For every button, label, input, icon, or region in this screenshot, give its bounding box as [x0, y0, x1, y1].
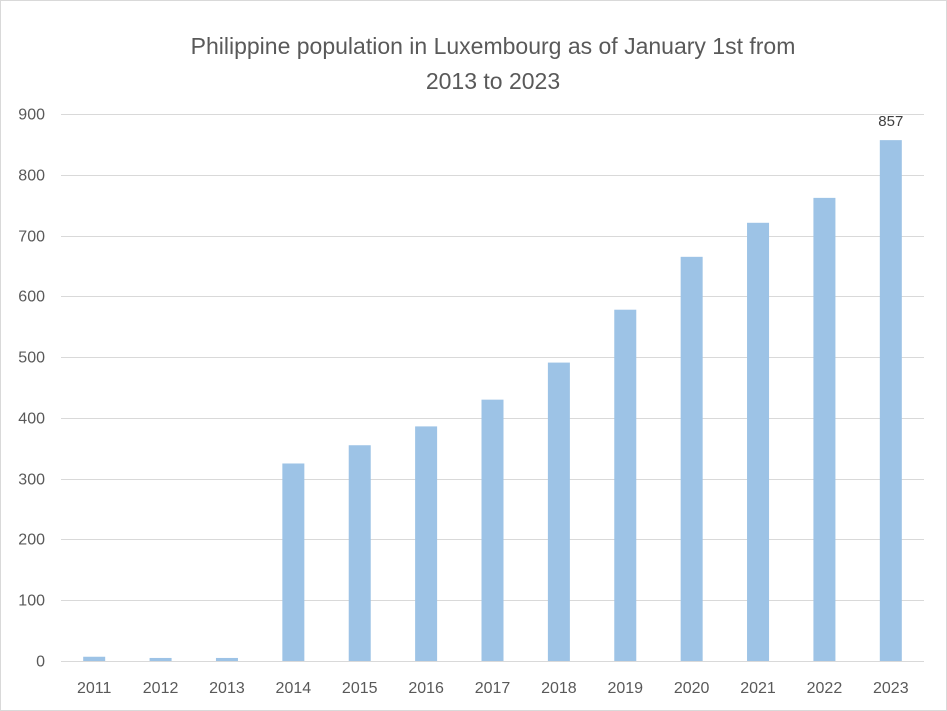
- x-tick-label: 2014: [276, 680, 312, 697]
- x-tick-label: 2016: [408, 680, 444, 697]
- chart-title-line-1: Philippine population in Luxembourg as o…: [191, 33, 796, 59]
- x-tick-label: 2020: [674, 680, 710, 697]
- bar-2013: [215, 657, 238, 661]
- y-tick-label: 0: [36, 654, 45, 671]
- x-tick-label: 2018: [541, 680, 577, 697]
- x-tick-label: 2023: [873, 680, 909, 697]
- x-tick-label: 2017: [475, 680, 511, 697]
- y-tick-label: 300: [18, 472, 45, 489]
- bar-2021: [747, 222, 770, 661]
- x-tick-label: 2015: [342, 680, 378, 697]
- y-tick-label: 900: [18, 107, 45, 124]
- x-tick-label: 2019: [607, 680, 643, 697]
- bar-2015: [348, 445, 371, 661]
- y-tick-label: 100: [18, 593, 45, 610]
- bar-2014: [282, 463, 305, 661]
- x-tick-label: 2022: [807, 680, 843, 697]
- bar-2018: [547, 362, 570, 661]
- x-tick-label: 2013: [209, 680, 245, 697]
- y-tick-label: 700: [18, 229, 45, 246]
- x-tick-label: 2011: [77, 680, 112, 697]
- bars: [83, 140, 902, 661]
- chart-title-line-2: 2013 to 2023: [426, 68, 560, 94]
- y-tick-label: 600: [18, 289, 45, 306]
- x-tick-label: 2012: [143, 680, 179, 697]
- bar-2012: [149, 657, 172, 661]
- bar-2023: [879, 140, 902, 661]
- x-tick-label: 2021: [740, 680, 776, 697]
- y-axis-tick-labels: 0 100 200 300 400 500 600 700 800 900: [18, 107, 45, 671]
- bar-2011: [83, 656, 106, 661]
- bar-2022: [813, 197, 836, 661]
- y-tick-label: 500: [18, 350, 45, 367]
- data-label-2023: 857: [878, 113, 903, 130]
- bar-2019: [614, 309, 637, 661]
- y-tick-label: 400: [18, 411, 45, 428]
- y-tick-label: 200: [18, 532, 45, 549]
- bar-2016: [415, 426, 438, 661]
- x-axis-tick-labels: 2011 2012 2013 2014 2015 2016 2017 2018 2019 2020…: [77, 680, 909, 697]
- data-labels: 857: [878, 113, 903, 130]
- y-tick-label: 800: [18, 168, 45, 185]
- bar-2017: [481, 399, 504, 661]
- bar-2020: [680, 256, 703, 661]
- chart-title: Philippine population in Luxembourg as o…: [191, 33, 796, 94]
